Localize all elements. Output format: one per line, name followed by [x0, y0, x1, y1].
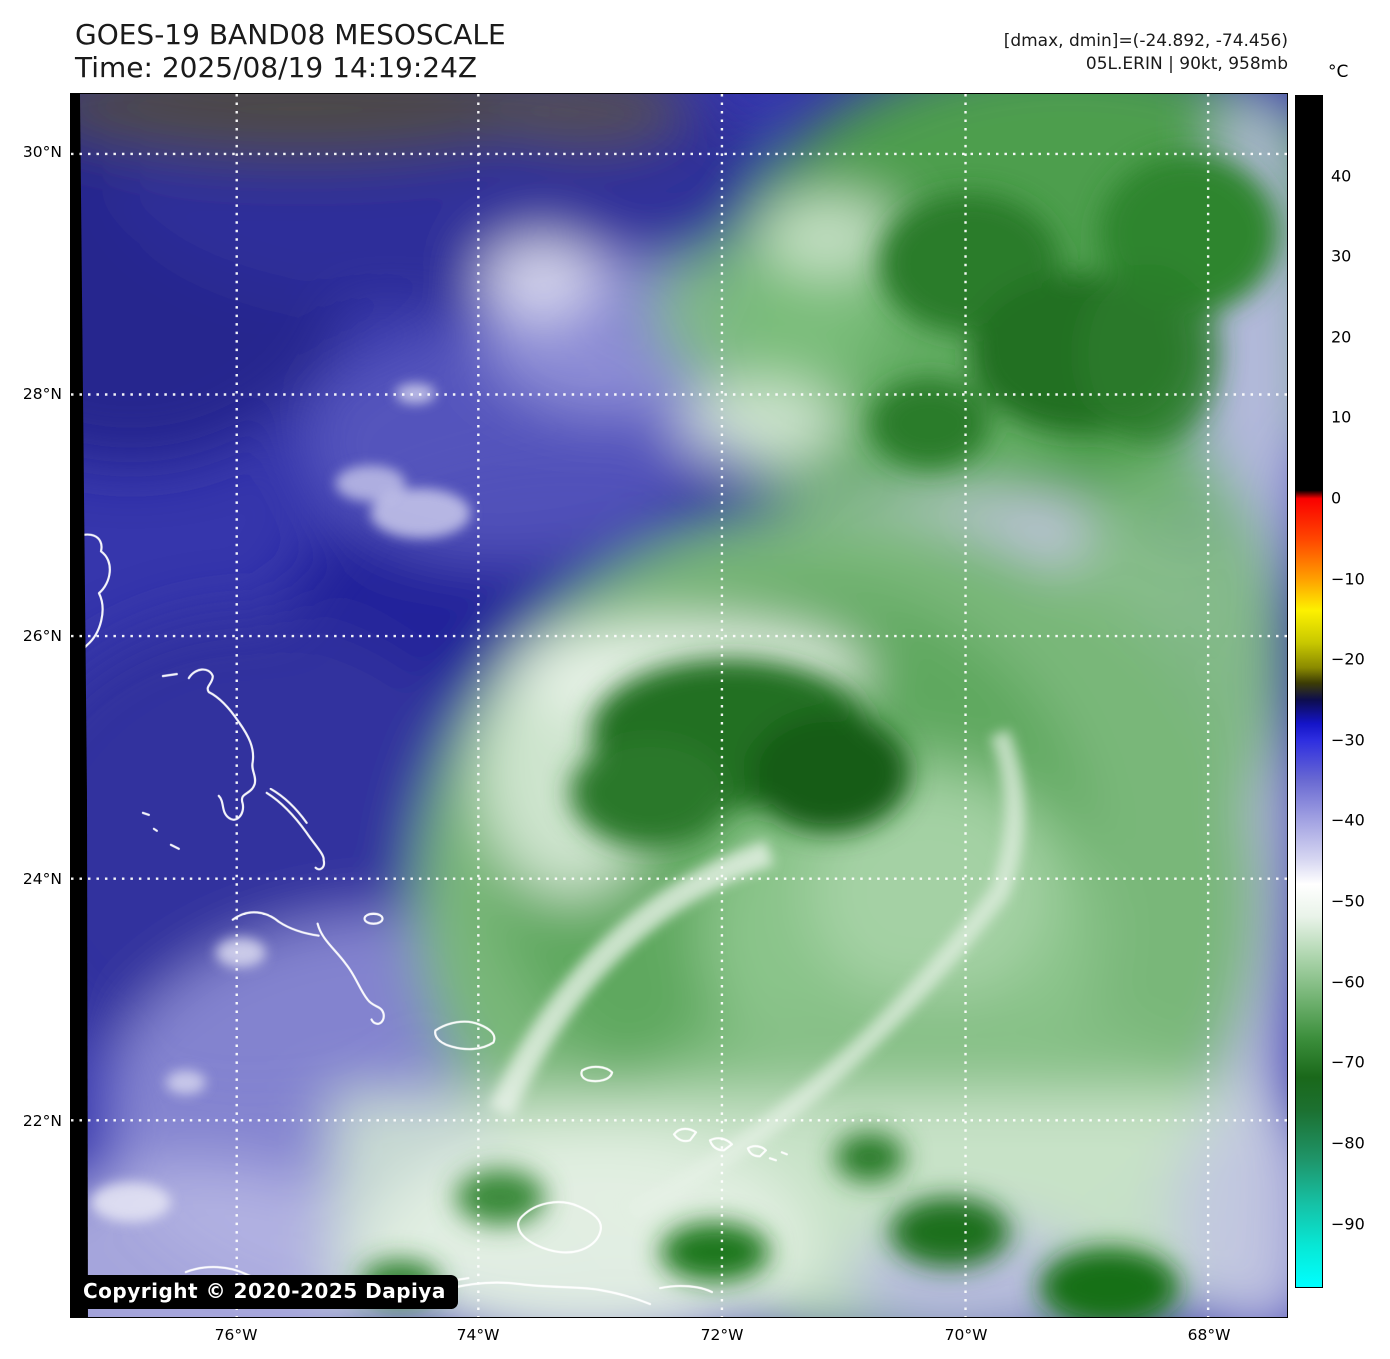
colorbar-tick: −90	[1331, 1214, 1365, 1234]
colorbar-tick: 40	[1331, 166, 1352, 186]
colorbar-tick: 20	[1331, 327, 1352, 347]
title-block: GOES-19 BAND08 MESOSCALE Time: 2025/08/1…	[75, 18, 506, 84]
dmax-dmin-label: [dmax, dmin]=(-24.892, -74.456)	[1003, 31, 1288, 51]
coastline-great-inagua	[516, 1201, 602, 1254]
storm-info-label: 05L.ERIN | 90kt, 958mb	[1085, 54, 1288, 74]
colorbar-tick: −20	[1331, 649, 1365, 669]
coastline-little-inagua	[580, 1065, 614, 1083]
colorbar-tick: −80	[1331, 1133, 1365, 1153]
colorbar-tick: 10	[1331, 407, 1352, 427]
lat-label: 30°N	[22, 143, 62, 161]
rainbands-layer	[90, 383, 1025, 1223]
no-data-strip	[71, 94, 88, 1317]
coastline-turks-caicos	[672, 1127, 788, 1162]
lon-label: 74°W	[456, 1326, 500, 1344]
coastline-acklins	[316, 922, 385, 1025]
timestamp-label: Time: 2025/08/19 14:19:24Z	[75, 51, 478, 84]
lon-label: 68°W	[1187, 1326, 1231, 1344]
colorbar-tick: −70	[1331, 1052, 1365, 1072]
coastline-crooked	[231, 911, 320, 937]
coastline-long-island	[265, 787, 326, 871]
lon-label: 76°W	[214, 1326, 258, 1344]
lat-label: 28°N	[22, 385, 62, 403]
convective-cores-layer	[360, 153, 1280, 1317]
colorbar-tick: −10	[1331, 569, 1365, 589]
gridlines	[71, 94, 1287, 1317]
coastline-eleuthera-cat	[161, 668, 257, 821]
coastline-rum-cay	[363, 912, 384, 925]
lat-label: 22°N	[22, 1112, 62, 1130]
coastline-mayaguana	[434, 1020, 496, 1051]
colorbar-tick: 0	[1331, 488, 1342, 508]
lon-label: 72°W	[700, 1326, 744, 1344]
satellite-image	[71, 94, 1287, 1317]
lat-label: 24°N	[22, 870, 62, 888]
colorbar	[1295, 95, 1323, 1288]
satellite-map: Copyright © 2020-2025 Dapiya	[70, 93, 1288, 1318]
lon-label: 70°W	[944, 1326, 988, 1344]
coastline-exuma-cays	[141, 811, 180, 850]
colorbar-tick: −50	[1331, 891, 1365, 911]
colorbar-tick: −40	[1331, 810, 1365, 830]
copyright-badge: Copyright © 2020-2025 Dapiya	[73, 1275, 458, 1309]
lat-label: 26°N	[22, 627, 62, 645]
colorbar-tick: 30	[1331, 246, 1352, 266]
coastlines	[71, 533, 788, 1306]
stats-block: [dmax, dmin]=(-24.892, -74.456) 05L.ERIN…	[1004, 30, 1288, 76]
page-title: GOES-19 BAND08 MESOSCALE	[75, 18, 506, 51]
colorbar-unit-label: °C	[1328, 62, 1349, 82]
colorbar-tick: −60	[1331, 972, 1365, 992]
colorbar-tick: −30	[1331, 730, 1365, 750]
